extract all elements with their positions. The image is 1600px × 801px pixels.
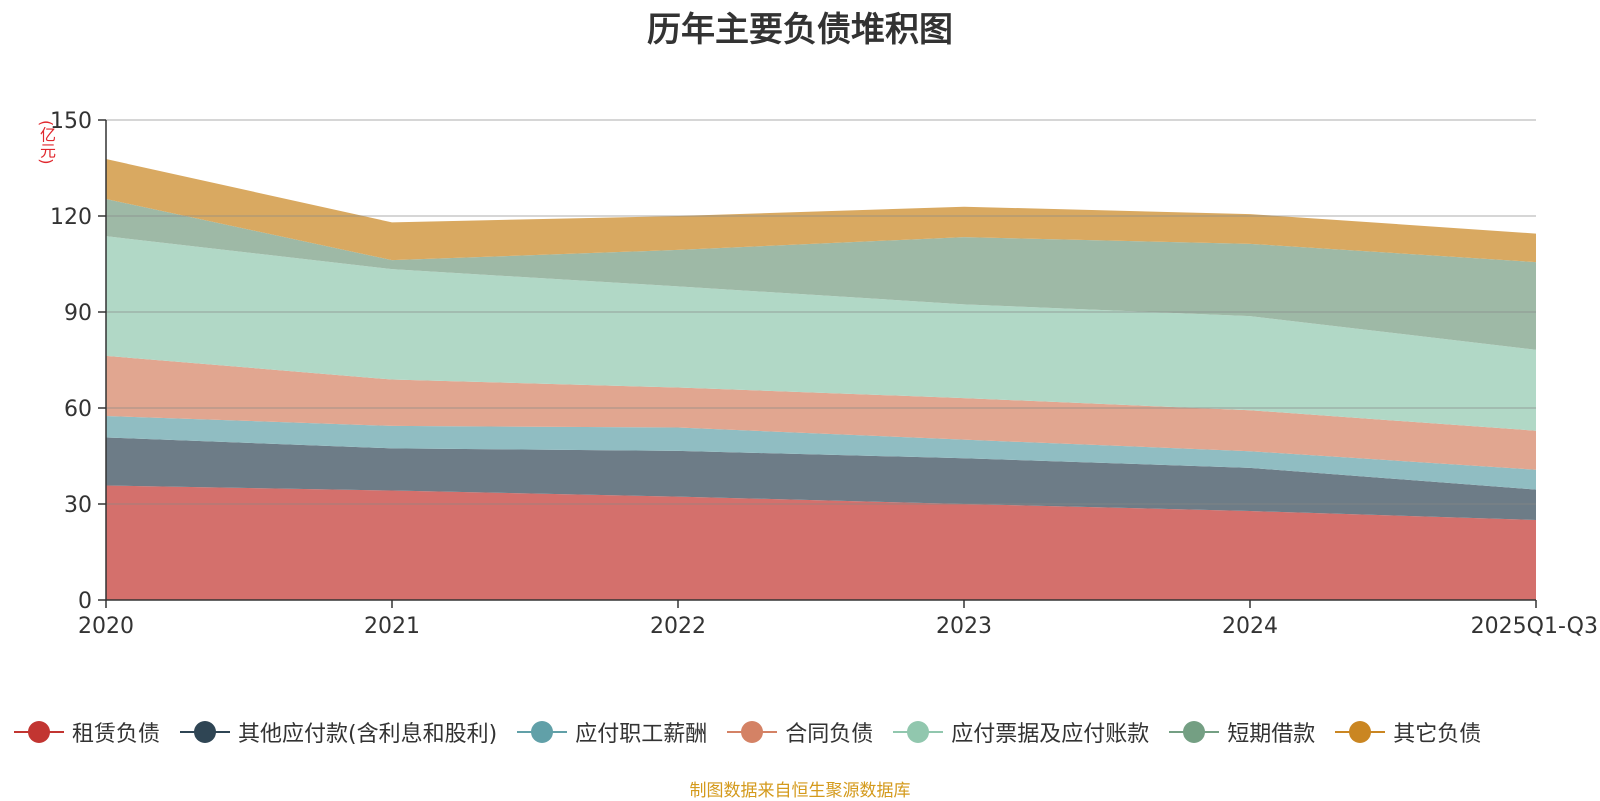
legend-item-0[interactable]: 租赁负债 — [14, 716, 160, 748]
legend-label: 其它负债 — [1393, 722, 1482, 747]
legend-item-1[interactable]: 其他应付款(含利息和股利) — [180, 716, 497, 748]
legend-item-5[interactable]: 短期借款 — [1169, 716, 1315, 748]
x-tick-label-1: 2021 — [364, 614, 420, 639]
legend-item-3[interactable]: 合同负债 — [727, 716, 873, 748]
y-tick-label-5: 150 — [50, 109, 92, 134]
legend-marker-icon — [1335, 721, 1386, 743]
stacked-area-chart: 0 30 60 90 120 150 2020 2021 2022 2023 2024 2025Q1-… — [50, 109, 1598, 639]
y-tick-label-1: 30 — [64, 493, 92, 518]
legend-item-4[interactable]: 应付票据及应付账款 — [893, 716, 1149, 748]
legend-label: 应付票据及应付账款 — [951, 722, 1150, 747]
area-series-4 — [106, 236, 1536, 431]
y-axis-unit-label: (亿元) — [37, 120, 56, 165]
legend-marker-icon — [180, 721, 231, 743]
legend-marker-icon — [14, 721, 64, 743]
y-tick-label-2: 60 — [64, 397, 92, 422]
chart-legend: 租赁负债 其他应付款(含利息和股利) 应付职工薪酬 合同负债 应付票据及应付账款 短期借款… — [14, 716, 1501, 748]
legend-label: 其他应付款(含利息和股利) — [238, 722, 498, 747]
legend-marker-icon — [517, 721, 568, 743]
x-tick-label-3: 2023 — [936, 614, 992, 639]
x-tick-label-0: 2020 — [78, 614, 134, 639]
legend-marker-icon — [1169, 721, 1220, 743]
chart-title: 历年主要负债堆积图 — [647, 10, 953, 50]
area-series-0 — [106, 485, 1536, 600]
area-series-3 — [106, 355, 1536, 470]
y-tick-label-4: 120 — [50, 205, 92, 230]
legend-marker-icon — [893, 721, 944, 743]
legend-item-2[interactable]: 应付职工薪酬 — [517, 716, 707, 748]
legend-label: 短期借款 — [1227, 722, 1316, 747]
area-series-5 — [106, 199, 1536, 350]
legend-marker-icon — [727, 721, 778, 743]
legend-label: 租赁负债 — [72, 722, 161, 747]
area-series-1 — [106, 437, 1536, 520]
area-series-6 — [106, 159, 1536, 263]
legend-label: 应付职工薪酬 — [575, 722, 708, 747]
area-series-2 — [106, 416, 1536, 490]
x-tick-label-2: 2022 — [650, 614, 706, 639]
legend-item-6[interactable]: 其它负债 — [1335, 716, 1481, 748]
legend-label: 合同负债 — [785, 722, 874, 747]
source-note: 制图数据来自恒生聚源数据库 — [689, 781, 911, 801]
x-tick-label-4: 2024 — [1222, 614, 1278, 639]
x-tick-label-5: 2025Q1-Q3 — [1471, 614, 1598, 639]
y-tick-label-0: 0 — [78, 589, 92, 614]
y-tick-label-3: 90 — [64, 301, 92, 326]
